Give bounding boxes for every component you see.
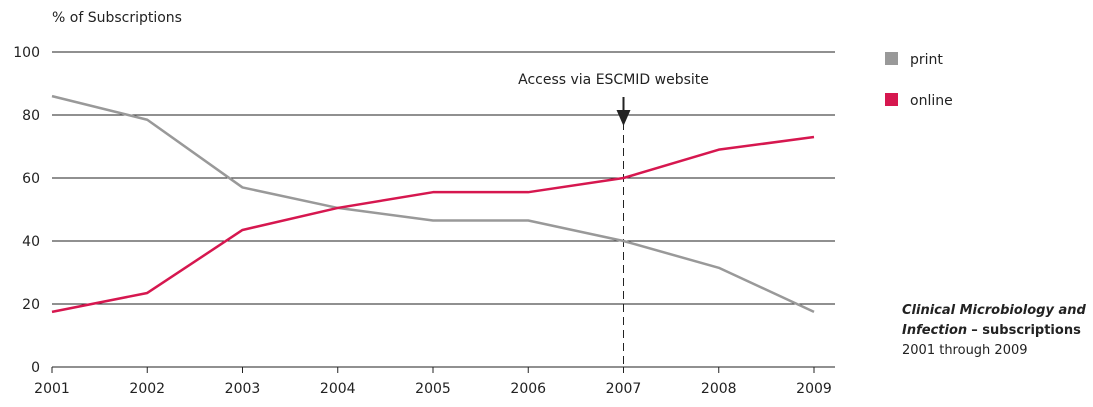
x-tick-label: 2003 — [225, 381, 261, 397]
x-tick-label: 2009 — [796, 381, 832, 397]
legend-label-print: print — [910, 52, 943, 68]
x-tick-label: 2002 — [129, 381, 165, 397]
x-tick-label: 2001 — [34, 381, 70, 397]
y-tick-label: 40 — [22, 234, 40, 250]
series-lines — [51, 94, 815, 314]
y-tick-label: 60 — [22, 171, 40, 187]
annotation: Access via ESCMID website — [518, 72, 709, 367]
legend: print online — [885, 52, 953, 109]
x-tick-labels: 2001 2002 2003 2004 2005 2006 2007 2008 2009 — [34, 381, 832, 397]
x-tick-label: 2008 — [701, 381, 737, 397]
caption-title-journal: Clinical Microbiology and Infection — [902, 303, 1086, 338]
legend-label-online: online — [910, 93, 953, 109]
y-axis-label: % of Subscriptions — [52, 10, 182, 26]
caption-title-suffix: – subscriptions — [971, 323, 1081, 338]
y-tick-label: 100 — [13, 45, 40, 61]
chart-caption: Clinical Microbiology and Infection – su… — [902, 301, 1092, 361]
x-tick-label: 2006 — [510, 381, 546, 397]
legend-swatch-print — [885, 52, 898, 65]
y-tick-label: 0 — [31, 360, 40, 376]
y-tick-label: 80 — [22, 108, 40, 124]
annotation-arrow-icon — [616, 110, 631, 126]
series-line-online — [51, 135, 815, 314]
x-tick-label: 2005 — [415, 381, 451, 397]
legend-swatch-online — [885, 93, 898, 106]
x-tick-label: 2007 — [606, 381, 642, 397]
y-tick-labels: 0 20 40 60 80 100 — [13, 45, 40, 376]
annotation-label: Access via ESCMID website — [518, 72, 709, 88]
y-tick-label: 20 — [22, 297, 40, 313]
caption-subtitle: 2001 through 2009 — [902, 343, 1028, 358]
gridlines — [51, 51, 835, 373]
x-tick-label: 2004 — [320, 381, 356, 397]
